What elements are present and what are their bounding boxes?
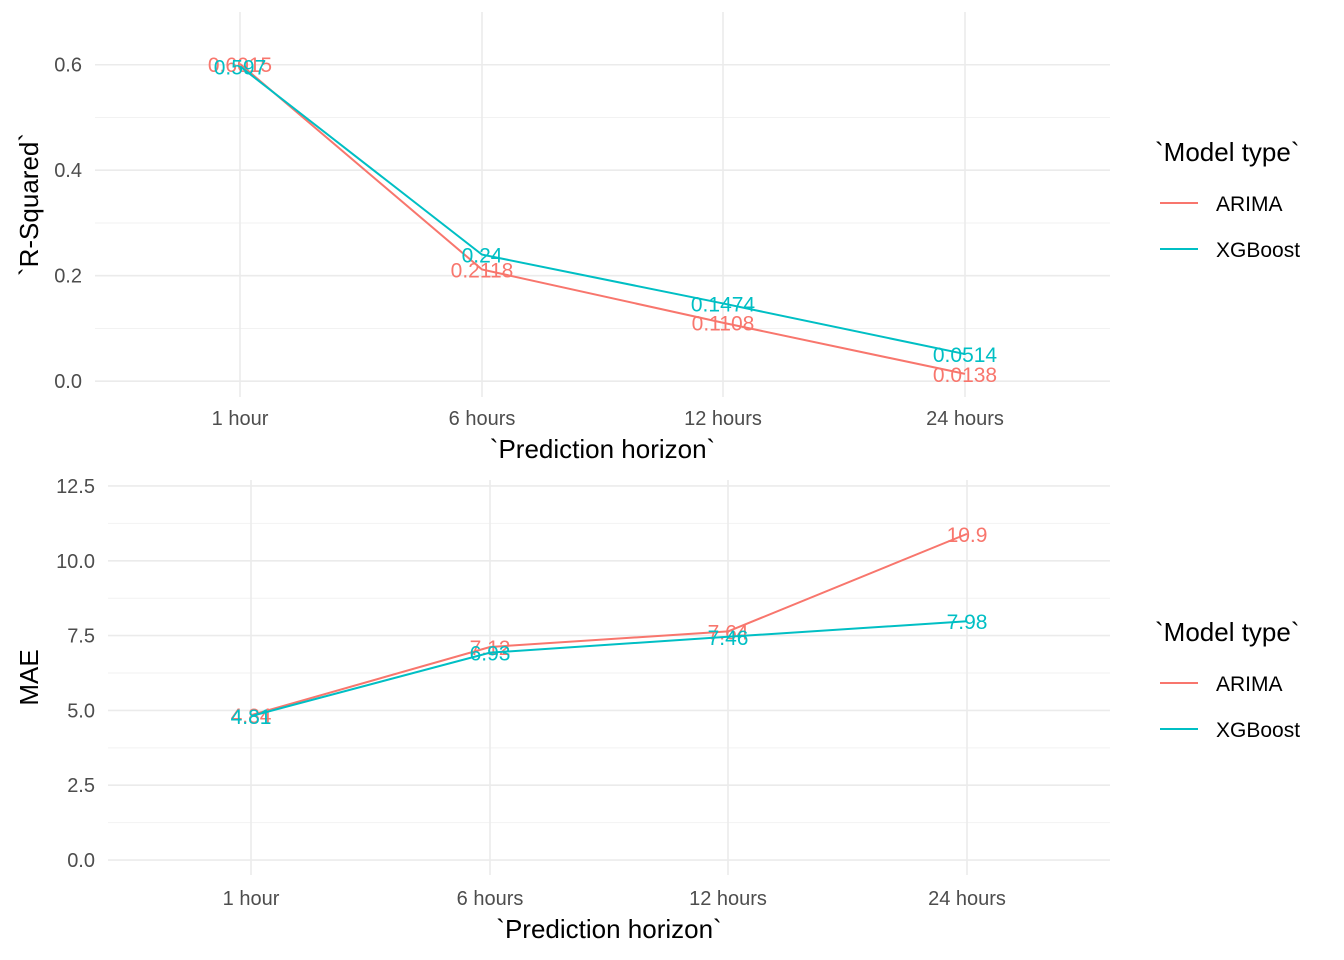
series-line-arima (239, 63, 966, 375)
x-tick-label: 12 hours (689, 888, 767, 910)
legend-label-arima: ARIMA (1216, 193, 1283, 216)
data-label-arima: 7.64 (708, 621, 749, 644)
x-tick-label: 6 hours (457, 888, 524, 910)
x-axis-title: `Prediction horizon` (496, 914, 721, 944)
y-tick-label: 0.0 (67, 850, 95, 872)
data-label-xgboost: 0.597 (214, 56, 267, 79)
data-label-arima: 0.6015 (208, 54, 272, 77)
legend: `Model type` ARIMA XGBoost (1155, 617, 1300, 742)
data-label-arima: 0.1108 (692, 313, 755, 336)
y-axis-title: MAE (14, 649, 44, 705)
x-axis-title: `Prediction horizon` (490, 434, 715, 464)
chart-panel-2: 0.0 2.5 5.0 7.5 10.0 12.5 1 hour 6 hours 12 hour… (14, 476, 1300, 944)
data-label-xgboost: 0.1474 (691, 293, 756, 316)
y-tick-label: 12.5 (56, 476, 95, 498)
legend-title: `Model type` (1155, 137, 1300, 167)
series-line-arima (250, 532, 968, 717)
y-tick-label: 10.0 (56, 551, 95, 573)
y-tick-label: 2.5 (67, 775, 95, 797)
data-label-xgboost: 0.24 (462, 245, 503, 268)
x-tick-label: 24 hours (926, 408, 1004, 430)
data-label-arima: 0.2118 (451, 259, 514, 282)
data-label-arima: 7.12 (470, 637, 511, 660)
series-line-xgboost (239, 65, 966, 356)
data-label-xgboost: 0.0514 (933, 344, 998, 367)
data-label-xgboost: 7.98 (947, 611, 988, 634)
legend-label-xgboost: XGBoost (1216, 719, 1300, 742)
data-label-xgboost: 6.93 (470, 643, 511, 666)
y-axis-title: `R-Squared` (14, 133, 44, 276)
legend-label-arima: ARIMA (1216, 673, 1283, 696)
y-tick-label: 7.5 (67, 626, 95, 648)
x-tick-label: 6 hours (449, 408, 516, 430)
data-label-arima: 0.0138 (933, 364, 997, 387)
x-tick-label: 1 hour (212, 408, 269, 430)
y-tick-label: 0.4 (54, 160, 82, 182)
data-label-xgboost: 4.81 (231, 706, 272, 729)
y-tick-label: 0.2 (54, 266, 82, 288)
legend-title: `Model type` (1155, 617, 1300, 647)
data-label-arima: 10.9 (947, 524, 988, 547)
series-line-xgboost (250, 620, 968, 718)
x-tick-label: 1 hour (223, 888, 280, 910)
x-tick-label: 12 hours (684, 408, 762, 430)
chart-panel-1: 0.0 0.2 0.4 0.6 1 hour 6 hours 12 hours 24 hour… (14, 12, 1300, 464)
y-tick-label: 5.0 (67, 700, 95, 722)
legend: `Model type` ARIMA XGBoost (1155, 137, 1300, 262)
y-tick-label: 0.6 (54, 55, 82, 77)
data-label-arima: 4.84 (231, 705, 272, 728)
x-tick-label: 24 hours (928, 888, 1006, 910)
data-label-xgboost: 7.46 (708, 627, 749, 650)
legend-label-xgboost: XGBoost (1216, 239, 1300, 262)
y-tick-label: 0.0 (54, 371, 82, 393)
